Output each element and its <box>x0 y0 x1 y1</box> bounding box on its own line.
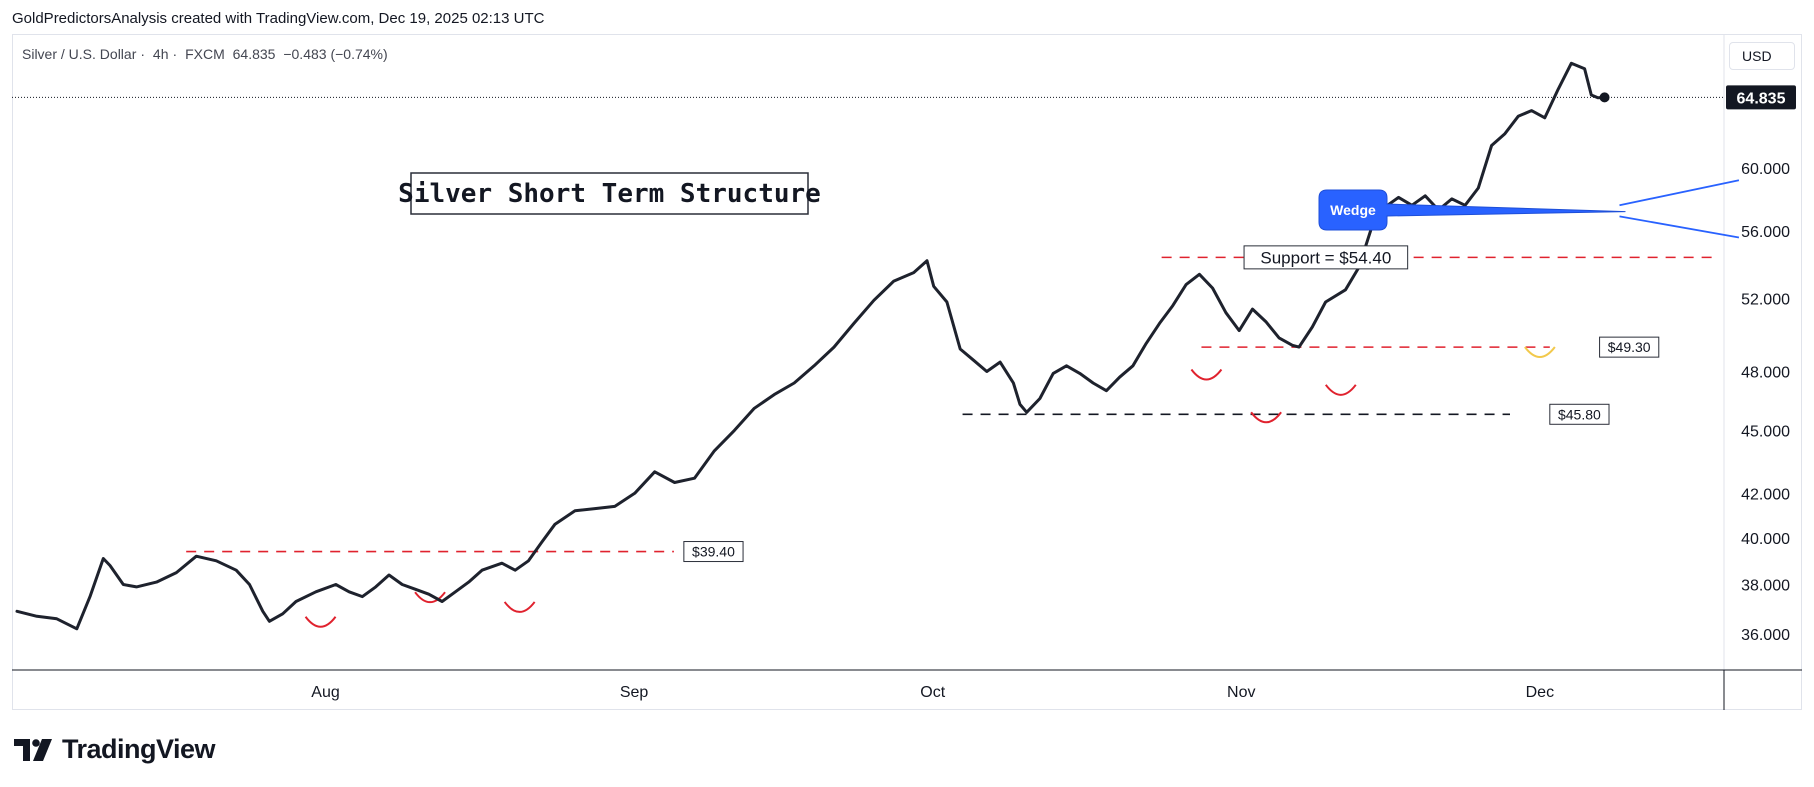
tradingview-wordmark: TradingView <box>62 734 216 764</box>
symbol-name[interactable]: Silver / U.S. Dollar <box>22 46 137 62</box>
symbol-last-price: 64.835 <box>232 46 276 62</box>
symbol-change: −0.483 (−0.74%) <box>283 46 388 62</box>
chart-frame <box>12 34 1802 710</box>
symbol-legend: Silver / U.S. Dollar · 4h · FXCM 64.835 −0… <box>22 46 392 62</box>
tradingview-logo[interactable]: TradingView <box>14 734 216 765</box>
currency-button[interactable]: USD <box>1729 42 1795 70</box>
tradingview-logo-icon <box>14 738 52 761</box>
symbol-exchange: FXCM <box>185 46 225 62</box>
chart-attribution: GoldPredictorsAnalysis created with Trad… <box>12 10 545 27</box>
symbol-interval[interactable]: 4h <box>152 46 169 62</box>
symbol-separator: · <box>172 46 178 62</box>
symbol-separator: · <box>140 46 146 62</box>
